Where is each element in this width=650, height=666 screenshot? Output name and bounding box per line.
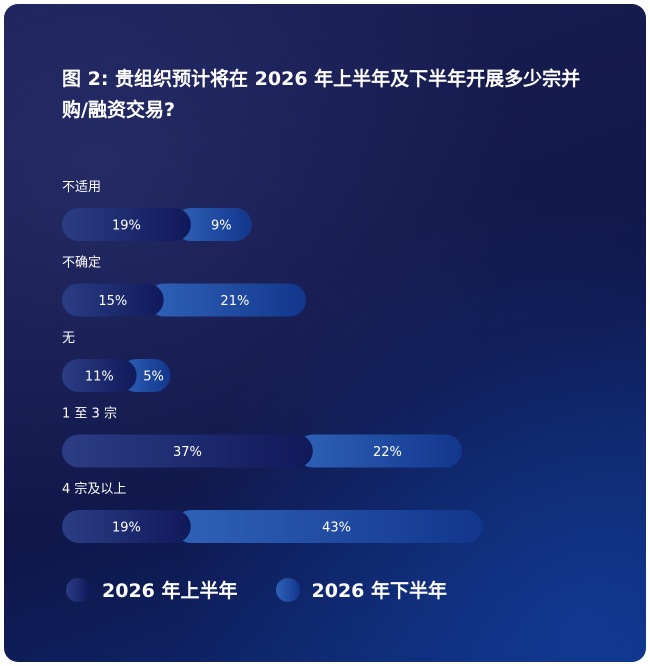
legend-label-h1: 2026 年上半年 xyxy=(102,580,238,602)
bar-h2-segment xyxy=(174,208,252,241)
chart-title: 图 2: 贵组织预计将在 2026 年上半年及下半年开展多少宗并购/融资交易? xyxy=(62,68,581,121)
data-label-h2: 21% xyxy=(220,294,249,309)
chart-legend: 2026 年上半年 2026 年下半年 xyxy=(66,576,485,603)
data-label-h2: 9% xyxy=(211,219,232,234)
bar-h1-segment xyxy=(62,359,137,392)
data-label-h1: 19% xyxy=(112,219,141,234)
bar-h1-segment xyxy=(62,434,313,468)
data-label-h1: 15% xyxy=(98,294,127,309)
legend-item-h2: 2026 年下半年 xyxy=(275,576,448,603)
data-label-h1: 37% xyxy=(173,445,202,460)
bar-h1-segment xyxy=(62,510,191,543)
category-label: 4 宗及以上 xyxy=(62,481,126,497)
bar-h1-segment xyxy=(62,283,164,317)
bar-h1-segment xyxy=(62,208,191,241)
category-label: 1 至 3 宗 xyxy=(62,406,117,422)
data-label-h1: 19% xyxy=(112,521,141,536)
category-label: 无 xyxy=(62,331,75,346)
chart-card: 图 2: 贵组织预计将在 2026 年上半年及下半年开展多少宗并购/融资交易? … xyxy=(4,4,646,662)
bar-h2-segment xyxy=(174,510,483,543)
bar-chart: 不适用 19% 9% 不确定 15% 21% 无 11% 5% 1 至 3 宗 37% 22% 4 宗及… xyxy=(62,180,483,543)
data-label-h1: 11% xyxy=(85,370,114,385)
legend-swatch-h2 xyxy=(275,577,300,602)
data-label-h2: 5% xyxy=(143,370,164,385)
bar-h2-segment xyxy=(147,283,307,317)
bar-h2-segment xyxy=(296,434,463,468)
data-label-h2: 43% xyxy=(322,521,351,536)
category-label: 不确定 xyxy=(62,256,101,271)
legend-item-h1: 2026 年上半年 xyxy=(66,576,238,603)
category-label: 不适用 xyxy=(62,180,101,195)
legend-label-h2: 2026 年下半年 xyxy=(311,580,448,602)
data-label-h2: 22% xyxy=(373,445,402,460)
legend-swatch-h1 xyxy=(66,577,90,602)
